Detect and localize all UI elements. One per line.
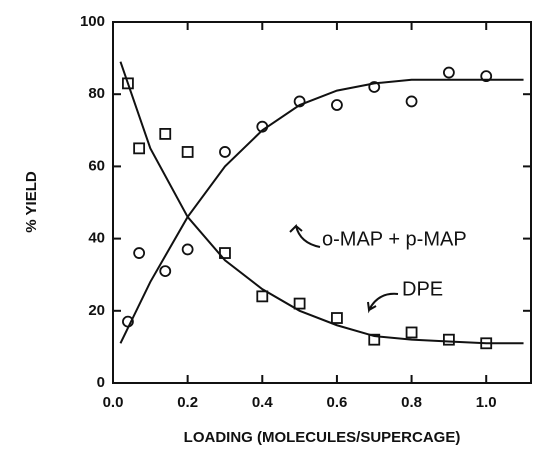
x-axis-label: LOADING (MOLECULES/SUPERCAGE) (184, 429, 461, 446)
data-point (442, 333, 455, 346)
x-tick-label: 0.6 (326, 394, 347, 411)
y-tick-label: 80 (88, 85, 105, 102)
data-point (159, 128, 172, 140)
data-point (256, 290, 269, 303)
data-point (293, 95, 306, 108)
data-point (133, 142, 146, 155)
x-tick-label: 0.2 (177, 394, 198, 411)
data-point (219, 146, 231, 158)
x-tick-label: 0.0 (103, 394, 124, 411)
annotation: o-MAP + p-MAP (322, 228, 467, 250)
plot-frame (112, 21, 532, 384)
data-point (368, 333, 381, 346)
data-point (181, 146, 194, 158)
data-point (405, 326, 418, 339)
y-tick-label: 40 (88, 230, 105, 247)
data-point (331, 99, 343, 111)
y-tick-label: 0 (97, 374, 105, 391)
data-point (159, 265, 172, 277)
data-point (442, 66, 455, 79)
annotation-arrow (289, 224, 321, 248)
y-tick-label: 100 (80, 13, 105, 30)
data-point (405, 95, 418, 108)
x-tick-label: 0.8 (401, 394, 422, 411)
annotation: DPE (402, 278, 443, 300)
data-point (122, 77, 134, 90)
fit-curve (119, 78, 524, 344)
data-point (293, 297, 306, 310)
annotation-arrow (367, 292, 399, 314)
y-tick-label: 20 (88, 302, 105, 319)
x-tick-label: 1.0 (476, 394, 497, 411)
y-axis-label: % YIELD (23, 171, 40, 233)
data-point (368, 81, 381, 93)
data-point (133, 247, 146, 259)
fit-curve (119, 61, 524, 345)
data-point (331, 312, 343, 324)
data-point (181, 243, 194, 256)
data-point (480, 70, 493, 83)
y-tick-label: 60 (88, 157, 105, 174)
x-tick-label: 0.4 (252, 394, 274, 411)
